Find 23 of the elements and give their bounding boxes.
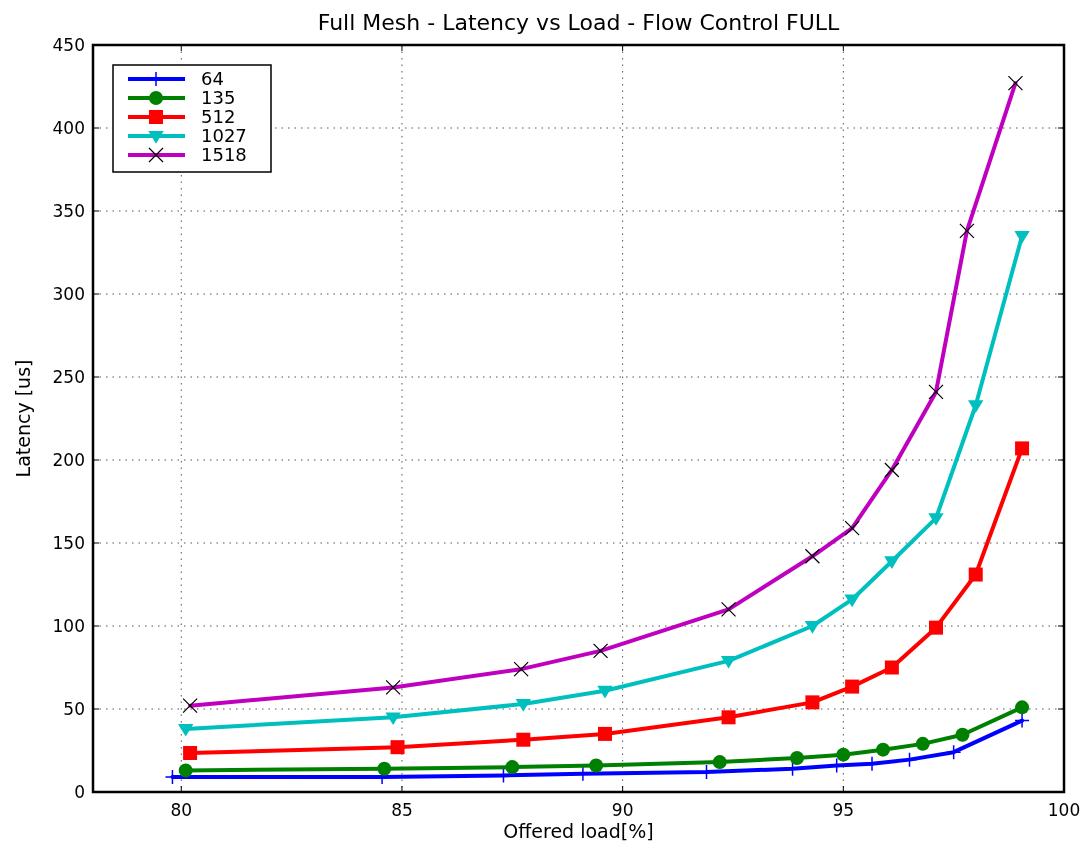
y-tick-label: 450 — [52, 34, 85, 55]
x-tick-label: 95 — [832, 800, 855, 820]
legend-label: 64 — [201, 68, 224, 90]
y-axis-title: Latency [us] — [12, 359, 34, 478]
y-tick-label: 0 — [74, 781, 85, 802]
y-tick-label: 50 — [63, 698, 85, 719]
x-tick-label: 90 — [611, 800, 634, 820]
legend-label: 1518 — [201, 144, 247, 166]
y-tick-label: 250 — [52, 366, 85, 387]
x-axis-title: Offered load[%] — [503, 820, 654, 842]
x-tick-label: 80 — [170, 800, 193, 820]
legend-label: 512 — [201, 106, 236, 128]
y-tick-label: 200 — [52, 449, 85, 470]
y-tick-label: 100 — [52, 615, 85, 636]
x-tick-label: 100 — [1047, 800, 1081, 820]
chart-title: Full Mesh - Latency vs Load - Flow Control FULL — [317, 10, 841, 35]
legend-label: 1027 — [201, 125, 247, 147]
x-tick-label: 85 — [391, 800, 413, 820]
legend-label: 135 — [201, 87, 236, 109]
y-tick-label: 350 — [52, 200, 85, 221]
y-tick-label: 400 — [52, 117, 85, 138]
y-tick-label: 300 — [52, 283, 85, 304]
y-tick-label: 150 — [52, 532, 85, 553]
